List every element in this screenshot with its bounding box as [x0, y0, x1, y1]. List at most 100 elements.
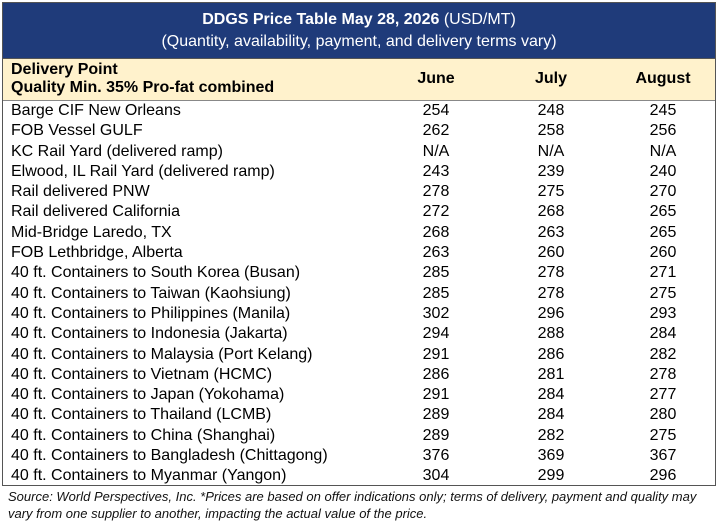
price-cell: 277: [649, 386, 677, 404]
price-cell: 284: [537, 406, 565, 424]
price-cell: 280: [649, 406, 677, 424]
price-cell: 260: [649, 244, 677, 262]
table-row: 40 ft. Containers to Taiwan (Kaohsiung) 2…: [3, 284, 715, 304]
price-cell: 271: [649, 264, 677, 282]
delivery-point: 40 ft. Containers to Thailand (LCMB): [11, 406, 272, 424]
price-cell: 275: [649, 284, 677, 302]
header-note: Quality Min. 35% Pro-fat combined: [11, 79, 275, 96]
price-cell: 243: [422, 162, 450, 180]
price-cell: 296: [649, 467, 677, 485]
price-cell: 275: [649, 426, 677, 444]
price-cell: 304: [422, 467, 450, 485]
title: DDGS Price Table May 28, 2026: [202, 11, 440, 28]
price-cell: 256: [649, 122, 677, 140]
price-cell: 299: [537, 467, 565, 485]
price-cell: 263: [537, 223, 565, 241]
price-cell: 282: [649, 345, 677, 363]
table-row: FOB Vessel GULF 262 258 256: [3, 121, 715, 141]
price-cell: 268: [422, 223, 450, 241]
table-row: 40 ft. Containers to Indonesia (Jakarta)…: [3, 324, 715, 344]
delivery-point: FOB Vessel GULF: [11, 122, 143, 140]
price-cell: 278: [649, 365, 677, 383]
table-row: 40 ft. Containers to South Korea (Busan)…: [3, 263, 715, 283]
price-cell: 281: [537, 365, 565, 383]
header-row: Delivery Point Quality Min. 35% Pro-fat …: [3, 59, 715, 101]
table-row: 40 ft. Containers to Japan (Yokohama) 291…: [3, 385, 715, 405]
delivery-point: 40 ft. Containers to Japan (Yokohama): [11, 386, 285, 404]
table-row: Barge CIF New Orleans 254 248 245: [3, 101, 715, 121]
price-cell: 248: [537, 102, 565, 119]
table-row: Rail delivered PNW 278 275 270: [3, 182, 715, 202]
price-cell: 293: [649, 304, 677, 322]
price-cell: 272: [422, 203, 450, 221]
price-cell: 369: [537, 447, 565, 465]
table-row: KC Rail Yard (delivered ramp) N/A N/A N/A: [3, 142, 715, 162]
price-cell: 260: [537, 244, 565, 262]
table-row: 40 ft. Containers to Philippines (Manila…: [3, 304, 715, 324]
price-table: DDGS Price Table May 28, 2026 (USD/MT) (…: [2, 2, 716, 486]
title-line: DDGS Price Table May 28, 2026 (USD/MT): [3, 9, 715, 31]
price-cell: 240: [649, 162, 677, 180]
price-cell: 291: [422, 386, 450, 404]
price-cell: 245: [649, 102, 677, 119]
subtitle: (Quantity, availability, payment, and de…: [161, 33, 557, 50]
delivery-point: 40 ft. Containers to South Korea (Busan): [11, 264, 301, 282]
price-cell: 239: [537, 162, 565, 180]
price-cell: 291: [422, 345, 450, 363]
header-label: Delivery Point: [11, 61, 118, 78]
price-cell: 278: [422, 183, 450, 201]
price-cell: 258: [537, 122, 565, 140]
table-row: 40 ft. Containers to Bangladesh (Chittag…: [3, 446, 715, 466]
price-cell: 302: [422, 304, 450, 322]
table-row: 40 ft. Containers to Vietnam (HCMC) 286 28…: [3, 365, 715, 385]
table-row: FOB Lethbridge, Alberta 263 260 260: [3, 243, 715, 263]
delivery-point: Elwood, IL Rail Yard (delivered ramp): [11, 162, 275, 180]
title-unit: (USD/MT): [443, 11, 516, 28]
price-cell: N/A: [649, 142, 677, 160]
header-cell: Delivery Point Quality Min. 35% Pro-fat …: [11, 61, 274, 97]
price-cell: 286: [422, 365, 450, 383]
table-row: 40 ft. Containers to Myanmar (Yangon) 304…: [3, 466, 715, 486]
price-cell: 263: [422, 244, 450, 262]
price-cell: 278: [537, 264, 565, 282]
price-cell: N/A: [537, 142, 565, 160]
price-cell: 367: [649, 447, 677, 465]
delivery-point: KC Rail Yard (delivered ramp): [11, 142, 223, 160]
price-cell: 270: [649, 183, 677, 201]
column-header: August: [635, 70, 691, 87]
delivery-point: 40 ft. Containers to Philippines (Manila…: [11, 304, 291, 322]
table-row: Elwood, IL Rail Yard (delivered ramp) 243…: [3, 162, 715, 182]
delivery-point: Barge CIF New Orleans: [11, 102, 181, 119]
delivery-point: Mid-Bridge Laredo, TX: [11, 223, 172, 241]
price-cell: 285: [422, 284, 450, 302]
price-cell: 265: [649, 223, 677, 241]
table-row: 40 ft. Containers to Thailand (LCMB) 289 2…: [3, 405, 715, 425]
delivery-point: 40 ft. Containers to Vietnam (HCMC): [11, 365, 273, 383]
price-cell: 376: [422, 447, 450, 465]
delivery-point: 40 ft. Containers to Taiwan (Kaohsiung): [11, 284, 291, 302]
price-cell: 294: [422, 325, 450, 343]
table-row: 40 ft. Containers to Malaysia (Port Kela…: [3, 345, 715, 365]
price-cell: 288: [537, 325, 565, 343]
price-cell: 289: [422, 426, 450, 444]
price-cell: 278: [537, 284, 565, 302]
table-row: Mid-Bridge Laredo, TX 268 263 265: [3, 223, 715, 243]
table-row: 40 ft. Containers to China (Shanghai) 289…: [3, 426, 715, 446]
price-cell: 286: [537, 345, 565, 363]
delivery-point: 40 ft. Containers to Bangladesh (Chittag…: [11, 447, 328, 465]
price-cell: 265: [649, 203, 677, 221]
price-cell: 284: [537, 386, 565, 404]
price-cell: 282: [537, 426, 565, 444]
delivery-point: 40 ft. Containers to Myanmar (Yangon): [11, 467, 287, 485]
delivery-point: 40 ft. Containers to Indonesia (Jakarta): [11, 325, 288, 343]
price-cell: 289: [422, 406, 450, 424]
price-cell: 284: [649, 325, 677, 343]
table-row: Rail delivered California 272 268 265: [3, 202, 715, 222]
price-cell: 275: [537, 183, 565, 201]
price-cell: 296: [537, 304, 565, 322]
column-header: July: [534, 70, 567, 87]
price-cell: 268: [537, 203, 565, 221]
price-cell: 285: [422, 264, 450, 282]
source-note: Source: World Perspectives, Inc. *Prices…: [8, 489, 697, 521]
